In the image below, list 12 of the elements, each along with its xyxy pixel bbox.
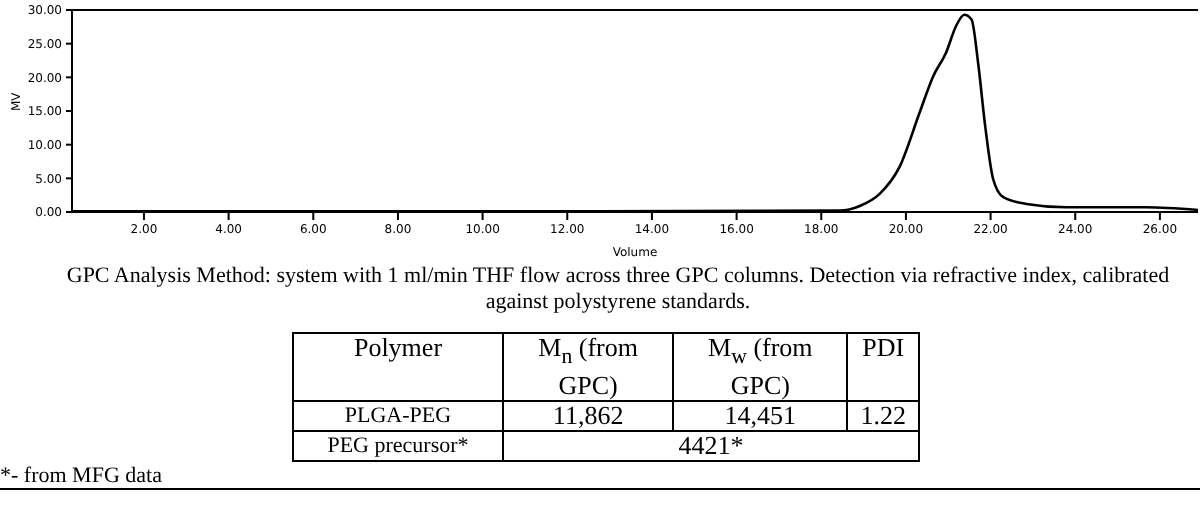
text: PLGA-PEG — [344, 403, 452, 428]
text: 14,451 — [724, 399, 797, 430]
text: PDI — [862, 332, 905, 362]
text: 4421* — [678, 429, 744, 460]
text: Polymer — [353, 332, 443, 362]
text: M$_{n}$ (from GPC) — [538, 332, 638, 400]
text: PEG precursor* — [327, 433, 469, 458]
text: 11,862 — [552, 399, 624, 430]
text: *- from MFG data — [0, 463, 162, 488]
text: M$_{w}$ (from GPC) — [708, 332, 813, 400]
text: GPC Analysis Method: system with 1 ml/min THF flow across three GPC columns. Detection via refractive index, calibrated against polystyrene standards. — [66, 264, 1170, 314]
text: 1.22 — [860, 399, 906, 430]
